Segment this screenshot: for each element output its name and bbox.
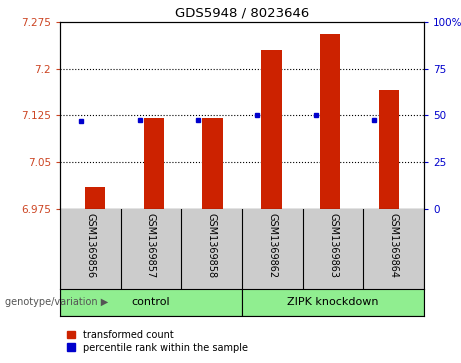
Bar xyxy=(85,187,106,209)
Text: ZIPK knockdown: ZIPK knockdown xyxy=(287,297,379,307)
Bar xyxy=(261,50,282,209)
Text: control: control xyxy=(132,297,170,307)
Text: GSM1369864: GSM1369864 xyxy=(389,213,399,278)
Text: GSM1369856: GSM1369856 xyxy=(85,213,95,278)
Title: GDS5948 / 8023646: GDS5948 / 8023646 xyxy=(175,6,309,19)
Text: GSM1369858: GSM1369858 xyxy=(207,213,217,278)
Bar xyxy=(144,118,164,209)
Text: GSM1369862: GSM1369862 xyxy=(267,213,278,278)
Bar xyxy=(320,34,340,209)
Text: genotype/variation ▶: genotype/variation ▶ xyxy=(5,297,108,307)
Bar xyxy=(378,90,399,209)
Text: GSM1369857: GSM1369857 xyxy=(146,213,156,278)
Legend: transformed count, percentile rank within the sample: transformed count, percentile rank withi… xyxy=(65,328,250,355)
Text: GSM1369863: GSM1369863 xyxy=(328,213,338,278)
Bar xyxy=(242,289,424,316)
Bar xyxy=(60,289,242,316)
Bar xyxy=(202,118,223,209)
